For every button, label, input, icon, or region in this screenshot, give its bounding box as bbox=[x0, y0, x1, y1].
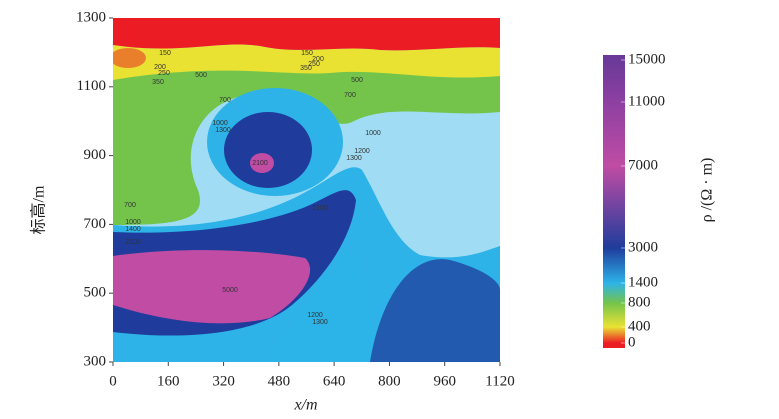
y-tick-label: 900 bbox=[84, 147, 107, 163]
contour-labels: 150 200 250 350 150 200 250 350 500 500 … bbox=[124, 50, 381, 326]
y-tick-label: 500 bbox=[84, 285, 107, 301]
x-tick-label: 640 bbox=[323, 373, 346, 389]
contour-label: 500 bbox=[351, 77, 363, 84]
contour-label: 1000 bbox=[365, 130, 381, 137]
y-tick-label: 300 bbox=[84, 353, 107, 369]
field-region bbox=[370, 259, 500, 362]
contour-label: 350 bbox=[300, 65, 312, 72]
contour-label: 350 bbox=[152, 79, 164, 86]
y-tick-label: 700 bbox=[84, 216, 107, 232]
contour-label: 700 bbox=[219, 97, 231, 104]
contour-label: 1000 bbox=[125, 219, 141, 226]
field-region bbox=[250, 153, 274, 173]
contour-label: 2100 bbox=[125, 239, 141, 246]
colorbar-tick-label: 15000 bbox=[628, 51, 666, 67]
contour-label: 200 bbox=[312, 56, 324, 63]
contour-field bbox=[113, 18, 500, 362]
contour-label: 5000 bbox=[222, 287, 238, 294]
contour-label: 150 bbox=[301, 50, 313, 57]
field-region bbox=[113, 18, 500, 51]
y-tick-label: 1300 bbox=[76, 9, 106, 25]
colorbar-tick-label: 3000 bbox=[628, 239, 658, 255]
contour-label: 250 bbox=[158, 70, 170, 77]
contour-label: 250 bbox=[308, 61, 320, 68]
field-region bbox=[113, 250, 311, 324]
y-tick-label: 1100 bbox=[77, 78, 106, 94]
x-tick-label: 960 bbox=[433, 373, 456, 389]
x-axis-label: x/m bbox=[293, 397, 317, 414]
contour-label: 1400 bbox=[125, 226, 141, 233]
contour-label: 150 bbox=[159, 50, 171, 57]
colorbar-tick-label: 1400 bbox=[628, 274, 658, 290]
x-tick-label: 1120 bbox=[485, 373, 514, 389]
contour-label: 1200 bbox=[307, 312, 323, 319]
x-tick-label: 160 bbox=[157, 373, 180, 389]
contour-label: 700 bbox=[344, 92, 356, 99]
x-tick-label: 800 bbox=[378, 373, 401, 389]
colorbar-label: ρ /(Ω · m) bbox=[699, 158, 716, 223]
x-tick-label: 0 bbox=[109, 373, 117, 389]
colorbar-tick-label: 0 bbox=[628, 334, 636, 350]
field-region bbox=[262, 240, 384, 362]
colorbar bbox=[603, 55, 625, 348]
contour-label: 1000 bbox=[212, 120, 228, 127]
contour-label: 200 bbox=[154, 64, 166, 71]
contour-label: 2100 bbox=[312, 205, 328, 212]
y-axis-label: 标高/m bbox=[30, 185, 48, 234]
contour-label: 2100 bbox=[252, 160, 268, 167]
field-region bbox=[113, 44, 500, 80]
field-region bbox=[113, 69, 500, 225]
field-region bbox=[224, 112, 312, 188]
contour-label: 1300 bbox=[312, 319, 328, 326]
x-tick-label: 480 bbox=[268, 373, 291, 389]
colorbar-tick-label: 11000 bbox=[628, 93, 665, 109]
field-region bbox=[113, 48, 146, 68]
contour-label: 500 bbox=[195, 72, 207, 79]
x-tick-label: 320 bbox=[212, 373, 235, 389]
colorbar-tick-label: 7000 bbox=[628, 157, 658, 173]
contour-label: 700 bbox=[124, 202, 136, 209]
contour-label: 1200 bbox=[354, 148, 370, 155]
colorbar-tick-label: 800 bbox=[628, 294, 651, 310]
colorbar-tick-label: 400 bbox=[628, 318, 651, 334]
contour-label: 1300 bbox=[346, 155, 362, 162]
contour-label: 1300 bbox=[215, 127, 231, 134]
